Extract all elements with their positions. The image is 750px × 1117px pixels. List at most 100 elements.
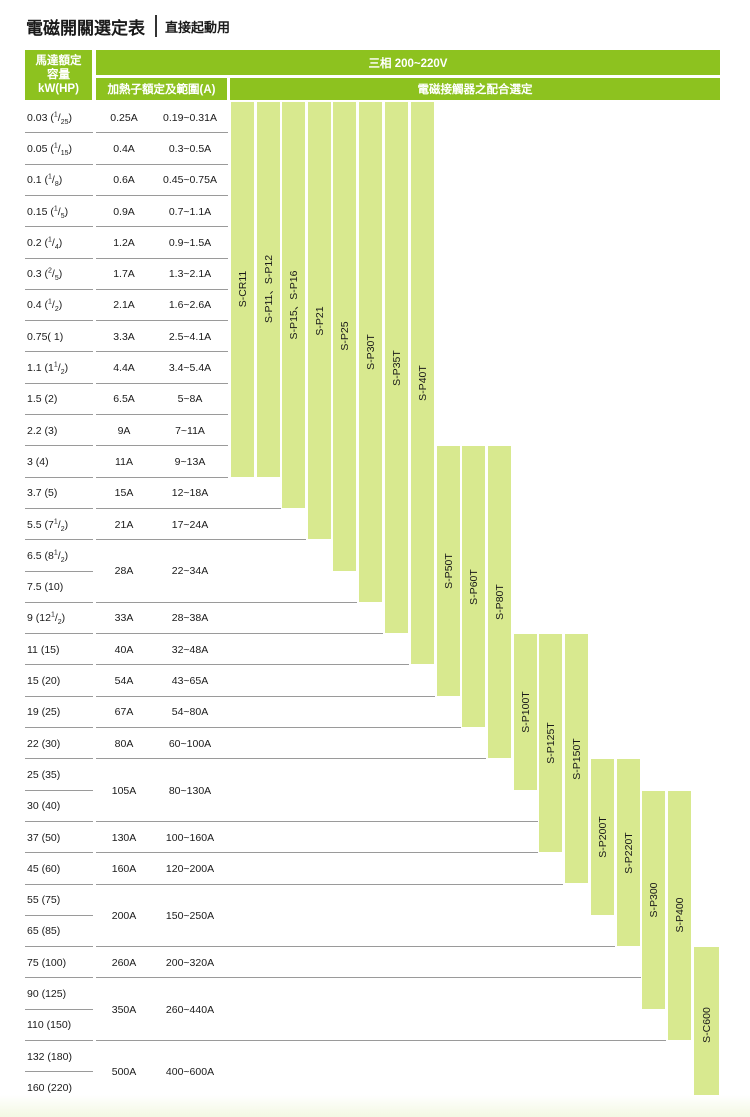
motor-capacity-text: 25 (35): [27, 768, 61, 781]
contactor-bar: [667, 790, 692, 1040]
motor-capacity-cell: 132 (180): [27, 1041, 93, 1072]
motor-capacity-cell: 55 (75): [27, 885, 93, 916]
contactor-bar: [307, 102, 332, 540]
contactor-label: S-P150T: [570, 738, 583, 780]
motor-capacity-cell: 15 (20): [27, 665, 93, 696]
heater-range-cell: 0.9~1.5A: [168, 236, 212, 249]
heater-current-cell: 160A: [111, 862, 137, 875]
heater-row-divider: [96, 852, 538, 854]
contactor-label: S-P100T: [519, 691, 532, 733]
heater-row-divider: [96, 414, 228, 415]
header-motor-capacity: 馬達額定 容量 kW(HP): [25, 50, 92, 100]
heater-current-cell: 67A: [114, 706, 134, 719]
heater-range-cell: 32~48A: [171, 643, 209, 656]
motor-capacity-text: 0.2 (1/4): [27, 236, 63, 251]
motor-capacity-text: 0.05 (1/15): [27, 142, 72, 158]
motor-capacity-cell: 22 (30): [27, 728, 93, 759]
header-phase: 三相 200~220V: [96, 50, 720, 75]
motor-capacity-cell: 30 (40): [27, 791, 93, 822]
heater-current-cell: 4.4A: [113, 362, 135, 375]
motor-row-divider: [25, 132, 93, 134]
heater-current-cell: 500A: [111, 1066, 137, 1079]
motor-capacity-cell: 0.2 (1/4): [27, 227, 93, 258]
motor-capacity-text: 0.3 (2/5): [27, 267, 63, 283]
heater-current-cell: 0.9A: [113, 205, 135, 218]
motor-row-divider: [25, 539, 93, 541]
contactor-label: S-P35T: [390, 349, 403, 386]
contactor-bar: [538, 634, 563, 853]
contactor-bar: [436, 446, 461, 696]
motor-row-divider: [25, 414, 93, 415]
motor-capacity-cell: 9 (121/2): [27, 603, 93, 634]
motor-capacity-cell: 0.75( 1): [27, 321, 93, 352]
motor-capacity-text: 1.1 (11/2): [27, 361, 69, 377]
heater-row-divider: [96, 977, 641, 979]
motor-capacity-text: 0.4 (1/2): [27, 298, 63, 314]
motor-capacity-text: 65 (85): [27, 925, 61, 938]
motor-row-divider: [25, 507, 93, 509]
motor-capacity-text: 37 (50): [27, 831, 61, 844]
heater-row-divider: [96, 883, 563, 885]
motor-row-divider: [25, 163, 93, 165]
heater-range-cell: 9~13A: [174, 455, 206, 468]
motor-capacity-cell: 3 (4): [27, 446, 93, 477]
title-main: 電磁開關選定表: [26, 18, 145, 38]
heater-range-cell: 400~600A: [165, 1066, 215, 1079]
motor-capacity-text: 55 (75): [27, 894, 61, 907]
heater-row-divider: [96, 476, 228, 478]
heater-current-cell: 15A: [114, 487, 134, 500]
contactor-bar: [616, 759, 641, 947]
contactor-label: S-P60T: [467, 568, 480, 605]
heater-range-cell: 0.7~1.1A: [168, 205, 212, 218]
heater-range-cell: 2.5~4.1A: [168, 330, 212, 343]
contactor-label: S-P125T: [544, 722, 557, 764]
heater-current-cell: 130A: [111, 831, 137, 844]
contactor-bar: [281, 102, 306, 508]
motor-row-divider: [25, 226, 93, 228]
heater-range-cell: 200~320A: [165, 956, 215, 969]
heater-row-divider: [96, 820, 538, 822]
motor-capacity-text: 22 (30): [27, 737, 61, 750]
motor-row-divider: [25, 758, 93, 760]
motor-capacity-cell: 0.3 (2/5): [27, 259, 93, 290]
motor-capacity-cell: 0.15 (1/5): [27, 196, 93, 227]
heater-range-cell: 17~24A: [171, 518, 209, 531]
contactor-bar: [513, 634, 538, 790]
heater-range-cell: 54~80A: [171, 706, 209, 719]
motor-capacity-cell: 110 (150): [27, 1010, 93, 1041]
contactor-bar: [641, 790, 666, 1009]
heater-current-cell: 2.1A: [113, 299, 135, 312]
motor-row-divider: [25, 977, 93, 979]
page-title: 電磁開關選定表 直接起動用: [26, 13, 230, 39]
contactor-bar: [410, 102, 435, 665]
contactor-label: S-P80T: [493, 584, 506, 621]
heater-row-divider: [96, 382, 228, 384]
heater-range-cell: 60~100A: [168, 737, 212, 750]
motor-capacity-text: 5.5 (71/2): [27, 518, 69, 533]
heater-current-cell: 200A: [111, 909, 137, 922]
header-motor-line2: 容量: [47, 69, 70, 81]
motor-capacity-text: 0.03 (1/25): [27, 111, 72, 126]
motor-row-divider: [25, 789, 93, 791]
contactor-bar: [461, 446, 486, 727]
heater-range-cell: 260~440A: [165, 1003, 215, 1016]
motor-capacity-text: 90 (125): [27, 988, 67, 1001]
heater-current-cell: 3.3A: [113, 330, 135, 343]
motor-capacity-cell: 1.5 (2): [27, 384, 93, 415]
heater-row-divider: [96, 226, 228, 228]
header-contactor: 電磁接觸器之配合選定: [230, 78, 720, 100]
motor-capacity-cell: 45 (60): [27, 853, 93, 884]
heater-row-divider: [96, 727, 461, 728]
motor-row-divider: [25, 727, 93, 728]
heater-current-cell: 0.4A: [113, 142, 135, 155]
motor-capacity-cell: 75 (100): [27, 947, 93, 978]
contactor-label: S-P50T: [442, 553, 455, 589]
heater-current-cell: 1.7A: [113, 268, 135, 281]
motor-capacity-cell: 6.5 (81/2): [27, 540, 93, 571]
motor-row-divider: [25, 1008, 93, 1010]
motor-capacity-cell: 0.03 (1/25): [27, 102, 93, 133]
motor-row-divider: [25, 288, 93, 290]
motor-row-divider: [25, 570, 93, 572]
motor-capacity-text: 3.7 (5): [27, 487, 58, 500]
contactor-bar: [384, 102, 409, 634]
